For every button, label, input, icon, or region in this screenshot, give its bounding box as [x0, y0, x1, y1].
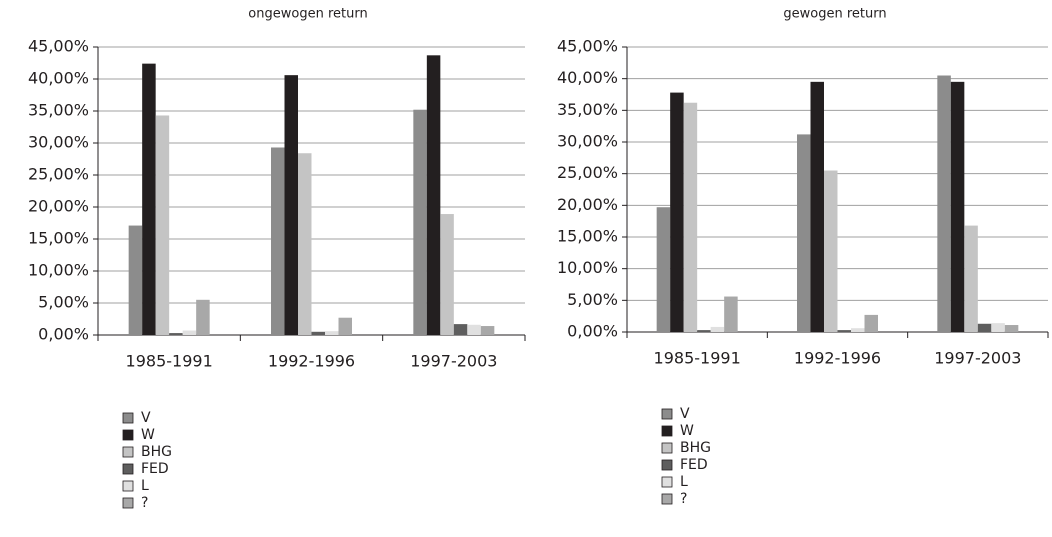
x-tick-label: 1992-1996: [794, 349, 881, 368]
bar: [937, 75, 951, 332]
y-tick-label: 30,00%: [28, 133, 89, 152]
x-tick-label: 1997-2003: [934, 349, 1021, 368]
legend-swatch: [661, 408, 673, 420]
legend-label: BHG: [680, 440, 711, 456]
bar: [851, 328, 865, 332]
legend-swatch: [122, 412, 134, 424]
bar: [977, 323, 992, 332]
legend-label: W: [680, 423, 694, 439]
bar: [670, 92, 684, 332]
bar: [710, 326, 725, 332]
bar: [797, 134, 811, 332]
legend-swatch: [122, 480, 134, 492]
x-tick-label: 1985-1991: [126, 352, 213, 371]
y-tick-label: 45,00%: [28, 37, 89, 56]
bar: [467, 324, 481, 335]
legend-label: ?: [680, 491, 687, 507]
legend-label: FED: [680, 457, 708, 473]
bar: [311, 331, 325, 335]
legend-label: BHG: [141, 444, 172, 460]
y-tick-label: 45,00%: [557, 37, 618, 56]
legend-swatch: [122, 463, 134, 475]
legend-swatch: [661, 425, 673, 437]
legend-swatch: [661, 459, 673, 471]
y-tick-label: 35,00%: [557, 100, 618, 119]
y-tick-label: 25,00%: [28, 165, 89, 184]
bar: [325, 331, 339, 335]
bar: [338, 317, 352, 335]
y-tick-label: 40,00%: [557, 68, 618, 87]
legend-label: L: [680, 474, 688, 490]
chart-title: gewogen return: [783, 7, 886, 22]
bar: [964, 225, 978, 332]
y-tick-label: 25,00%: [557, 163, 618, 182]
bar: [271, 147, 285, 335]
x-tick-label: 1985-1991: [654, 349, 741, 368]
bar: [182, 330, 197, 335]
bar: [480, 326, 495, 335]
legend-swatch: [122, 497, 134, 509]
bar: [724, 296, 738, 332]
legend-swatch: [661, 442, 673, 454]
y-tick-label: 35,00%: [28, 101, 89, 120]
bar: [1004, 325, 1019, 332]
bar: [697, 330, 711, 332]
bar: [298, 153, 312, 335]
y-tick-label: 30,00%: [557, 132, 618, 151]
bar: [824, 170, 838, 332]
bar: [440, 214, 454, 335]
bar: [128, 225, 143, 335]
bar: [169, 333, 183, 335]
legend-label: ?: [141, 495, 148, 511]
y-tick-label: 0,00%: [38, 325, 89, 344]
legend-label: V: [141, 410, 151, 426]
x-tick-label: 1992-1996: [268, 352, 355, 371]
bar: [991, 323, 1005, 332]
legend-swatch: [661, 476, 673, 488]
bar: [284, 75, 298, 335]
y-tick-label: 40,00%: [28, 69, 89, 88]
chart-title: ongewogen return: [248, 7, 367, 22]
y-tick-label: 10,00%: [28, 261, 89, 280]
y-tick-label: 0,00%: [567, 322, 618, 341]
legend-label: W: [141, 427, 155, 443]
bar: [426, 55, 441, 335]
legend-swatch: [661, 493, 673, 505]
y-tick-label: 20,00%: [28, 197, 89, 216]
bar: [453, 324, 468, 335]
legend-label: FED: [141, 461, 169, 477]
bar: [142, 63, 156, 335]
bar: [864, 314, 878, 332]
legend-swatch: [122, 446, 134, 458]
bar: [413, 109, 427, 335]
bar: [656, 207, 671, 332]
y-tick-label: 10,00%: [557, 258, 618, 277]
legend-label: L: [141, 478, 149, 494]
bar: [837, 330, 851, 332]
y-tick-label: 15,00%: [28, 229, 89, 248]
legend-swatch: [122, 429, 134, 441]
bar: [155, 115, 170, 335]
bar: [683, 102, 698, 332]
y-tick-label: 15,00%: [557, 227, 618, 246]
bar: [810, 81, 824, 332]
y-tick-label: 5,00%: [38, 293, 89, 312]
legend-label: V: [680, 406, 690, 422]
x-tick-label: 1997-2003: [410, 352, 497, 371]
bar: [196, 299, 210, 335]
y-tick-label: 20,00%: [557, 195, 618, 214]
y-tick-label: 5,00%: [567, 290, 618, 309]
bar: [950, 81, 965, 332]
